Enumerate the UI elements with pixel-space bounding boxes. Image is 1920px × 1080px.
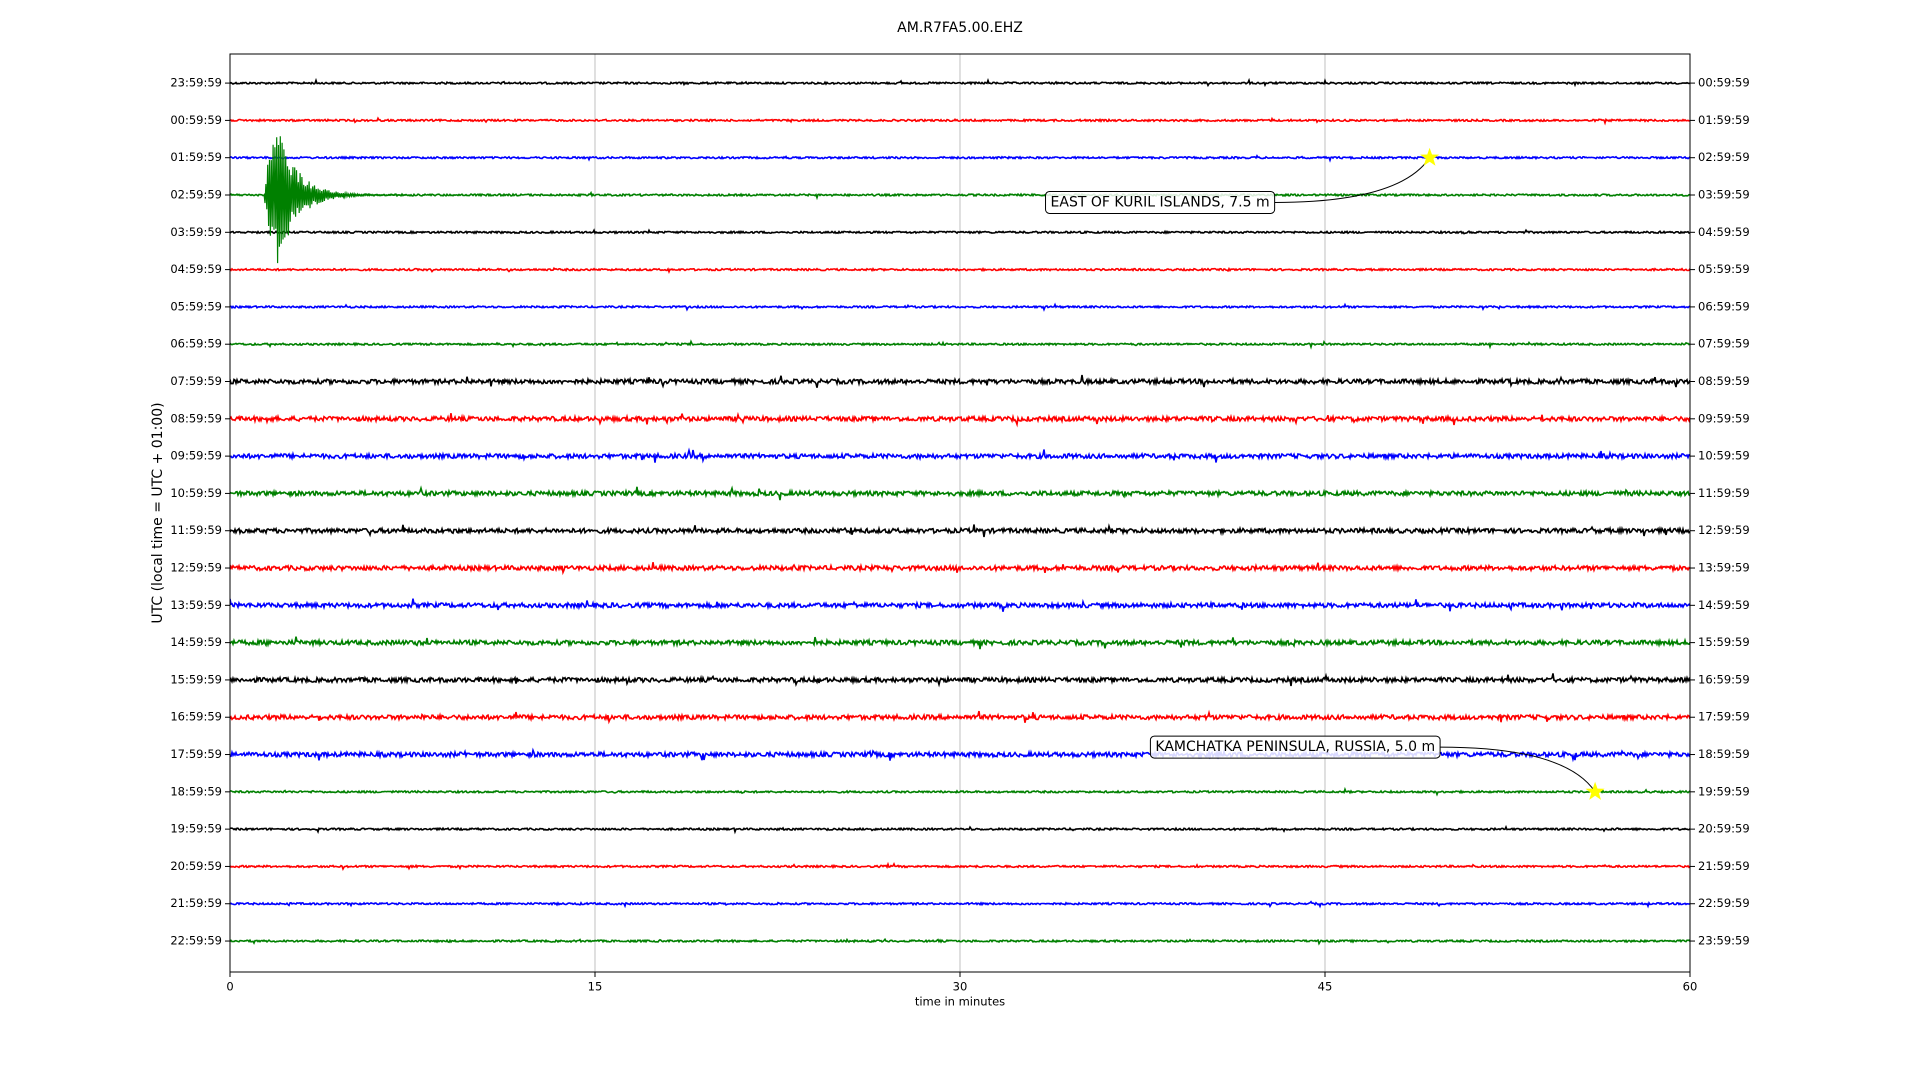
event-star <box>1420 148 1439 166</box>
y2-tick-label: 11:59:59 <box>1698 486 1750 500</box>
y-tick-label: 23:59:59 <box>170 76 222 90</box>
y2-tick-label: 14:59:59 <box>1698 598 1750 612</box>
signal <box>264 136 407 263</box>
y-tick-label: 03:59:59 <box>170 225 222 239</box>
y-tick-label: 11:59:59 <box>170 523 222 537</box>
y-tick-label: 22:59:59 <box>170 934 222 948</box>
annotation-text: KAMCHATKA PENINSULA, RUSSIA, 5.0 m <box>1155 739 1435 755</box>
event-star <box>1586 782 1605 800</box>
y-tick-label: 01:59:59 <box>170 150 222 164</box>
y-tick-label: 00:59:59 <box>170 113 222 127</box>
x-tick-label: 60 <box>1683 980 1698 994</box>
y-axis-label: UTC (local time = UTC + 01:00) <box>150 402 166 623</box>
y-tick-label: 19:59:59 <box>170 822 222 836</box>
y-tick-label: 18:59:59 <box>170 784 222 798</box>
y2-tick-label: 01:59:59 <box>1698 113 1750 127</box>
y-tick-label: 17:59:59 <box>170 747 222 761</box>
y-tick-label: 15:59:59 <box>170 672 222 686</box>
y-tick-label: 12:59:59 <box>170 561 222 575</box>
y-tick-label: 21:59:59 <box>170 896 222 910</box>
y2-tick-label: 20:59:59 <box>1698 822 1750 836</box>
y2-tick-label: 23:59:59 <box>1698 934 1750 948</box>
y2-tick-label: 22:59:59 <box>1698 896 1750 910</box>
y2-tick-label: 17:59:59 <box>1698 710 1750 724</box>
y2-tick-label: 12:59:59 <box>1698 523 1750 537</box>
y2-tick-label: 13:59:59 <box>1698 561 1750 575</box>
y2-tick-label: 15:59:59 <box>1698 635 1750 649</box>
y2-tick-label: 16:59:59 <box>1698 672 1750 686</box>
y-tick-label: 02:59:59 <box>170 188 222 202</box>
y-tick-label: 09:59:59 <box>170 449 222 463</box>
x-tick-label: 0 <box>226 980 233 994</box>
x-tick-label: 45 <box>1318 980 1333 994</box>
y-tick-label: 10:59:59 <box>170 486 222 500</box>
y2-tick-label: 21:59:59 <box>1698 859 1750 873</box>
y-tick-label: 14:59:59 <box>170 635 222 649</box>
y2-tick-label: 02:59:59 <box>1698 150 1750 164</box>
y2-tick-label: 05:59:59 <box>1698 262 1750 276</box>
y2-tick-label: 00:59:59 <box>1698 76 1750 90</box>
y2-tick-label: 19:59:59 <box>1698 784 1750 798</box>
x-tick-label: 30 <box>953 980 968 994</box>
y2-tick-label: 10:59:59 <box>1698 449 1750 463</box>
x-tick-label: 15 <box>588 980 603 994</box>
y-tick-label: 13:59:59 <box>170 598 222 612</box>
x-axis-label: time in minutes <box>915 995 1005 1009</box>
y2-tick-label: 09:59:59 <box>1698 411 1750 425</box>
y2-tick-label: 06:59:59 <box>1698 299 1750 313</box>
annotation-text: EAST OF KURIL ISLANDS, 7.5 m <box>1051 194 1270 210</box>
y2-tick-label: 03:59:59 <box>1698 188 1750 202</box>
y-tick-label: 08:59:59 <box>170 411 222 425</box>
y-tick-label: 05:59:59 <box>170 299 222 313</box>
y2-tick-label: 04:59:59 <box>1698 225 1750 239</box>
y-tick-label: 07:59:59 <box>170 374 222 388</box>
y2-tick-label: 08:59:59 <box>1698 374 1750 388</box>
chart-title: AM.R7FA5.00.EHZ <box>897 20 1023 36</box>
y-tick-label: 16:59:59 <box>170 710 222 724</box>
y-tick-label: 06:59:59 <box>170 337 222 351</box>
y2-tick-label: 07:59:59 <box>1698 337 1750 351</box>
y2-tick-label: 18:59:59 <box>1698 747 1750 761</box>
y-tick-label: 04:59:59 <box>170 262 222 276</box>
y-tick-label: 20:59:59 <box>170 859 222 873</box>
